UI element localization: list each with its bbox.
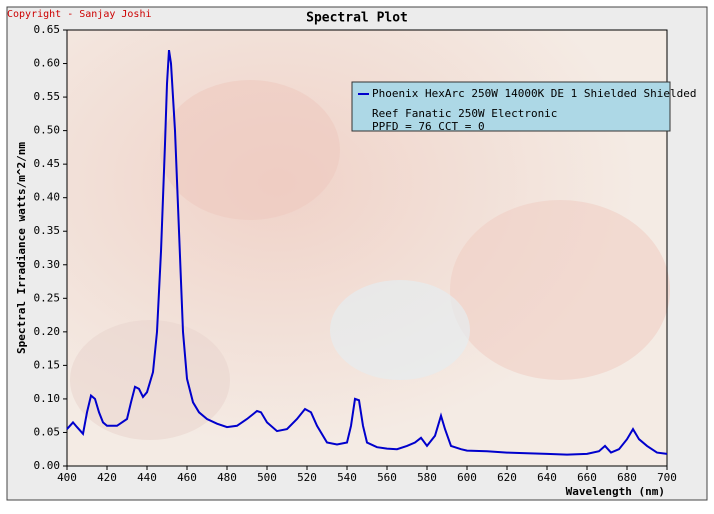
legend-note: PPFD = 76 CCT = 0	[372, 120, 485, 133]
x-tick-label: 540	[337, 471, 357, 484]
y-tick-label: 0.05	[34, 425, 61, 438]
y-tick-label: 0.55	[34, 90, 61, 103]
bg-blob	[160, 80, 340, 220]
y-tick-label: 0.15	[34, 358, 61, 371]
bg-blob	[330, 280, 470, 380]
x-tick-label: 440	[137, 471, 157, 484]
y-tick-label: 0.30	[34, 258, 61, 271]
y-axis-label: Spectral Irradiance watts/m^2/nm	[15, 142, 28, 354]
y-tick-label: 0.35	[34, 224, 61, 237]
y-tick-label: 0.50	[34, 124, 61, 137]
x-tick-label: 460	[177, 471, 197, 484]
x-axis-label: Wavelength (nm)	[566, 485, 665, 498]
plot-border	[66, 29, 668, 467]
x-tick-label: 680	[617, 471, 637, 484]
legend-label: Phoenix HexArc 250W 14000K DE 1 Shielded…	[372, 87, 697, 100]
y-tick-label: 0.25	[34, 291, 61, 304]
y-tick-label: 0.00	[34, 459, 61, 472]
x-tick-label: 500	[257, 471, 277, 484]
bg-blob	[450, 200, 670, 380]
y-tick-label: 0.60	[34, 57, 61, 70]
y-tick-label: 0.20	[34, 325, 61, 338]
x-tick-label: 400	[57, 471, 77, 484]
x-tick-label: 600	[457, 471, 477, 484]
x-tick-label: 480	[217, 471, 237, 484]
chart-title: Spectral Plot	[306, 11, 408, 26]
y-tick-label: 0.10	[34, 392, 61, 405]
series-line	[66, 49, 668, 456]
x-tick-label: 700	[657, 471, 677, 484]
y-tick-label: 0.40	[34, 191, 61, 204]
legend-note: Reef Fanatic 250W Electronic	[372, 107, 557, 120]
x-tick-label: 560	[377, 471, 397, 484]
x-tick-label: 420	[97, 471, 117, 484]
x-tick-label: 580	[417, 471, 437, 484]
legend-box	[351, 81, 671, 132]
copyright: Copyright - Sanjay Joshi	[7, 9, 152, 20]
y-tick-label: 0.45	[34, 157, 61, 170]
y-tick-label: 0.65	[34, 23, 61, 36]
x-tick-label: 660	[577, 471, 597, 484]
x-tick-label: 640	[537, 471, 557, 484]
x-tick-label: 620	[497, 471, 517, 484]
x-tick-label: 520	[297, 471, 317, 484]
